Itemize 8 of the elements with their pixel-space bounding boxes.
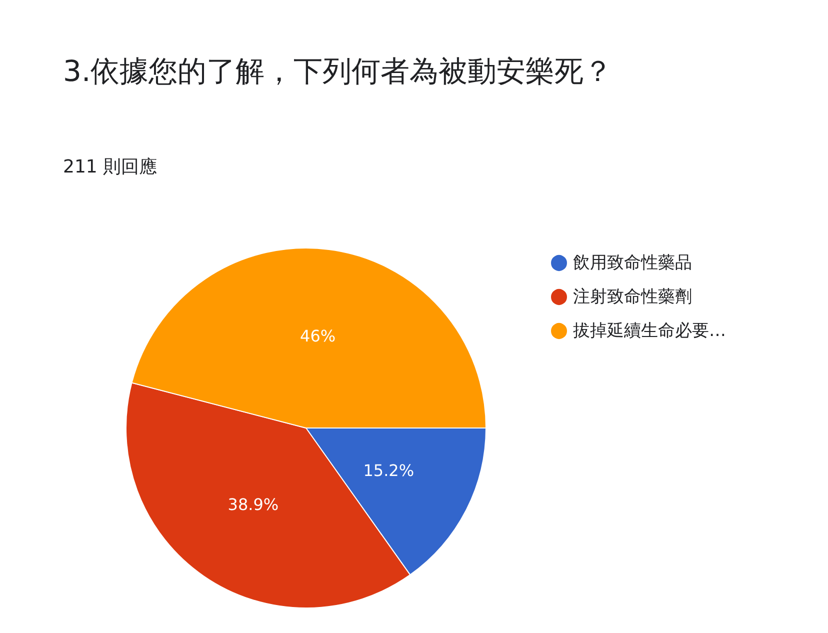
data-label: 15.2% bbox=[363, 461, 414, 480]
legend-label: 拔掉延續生命必要… bbox=[573, 321, 726, 341]
chart-subtitle: 211 則回應 bbox=[63, 156, 158, 178]
data-label: 46% bbox=[300, 326, 336, 346]
legend-label: 注射致命性藥劑 bbox=[573, 287, 692, 307]
chart-title: 3.依據您的了解，下列何者為被動安樂死？ bbox=[63, 54, 613, 88]
data-label: 38.9% bbox=[228, 495, 279, 514]
legend-label: 飲用致命性藥品 bbox=[573, 253, 692, 273]
